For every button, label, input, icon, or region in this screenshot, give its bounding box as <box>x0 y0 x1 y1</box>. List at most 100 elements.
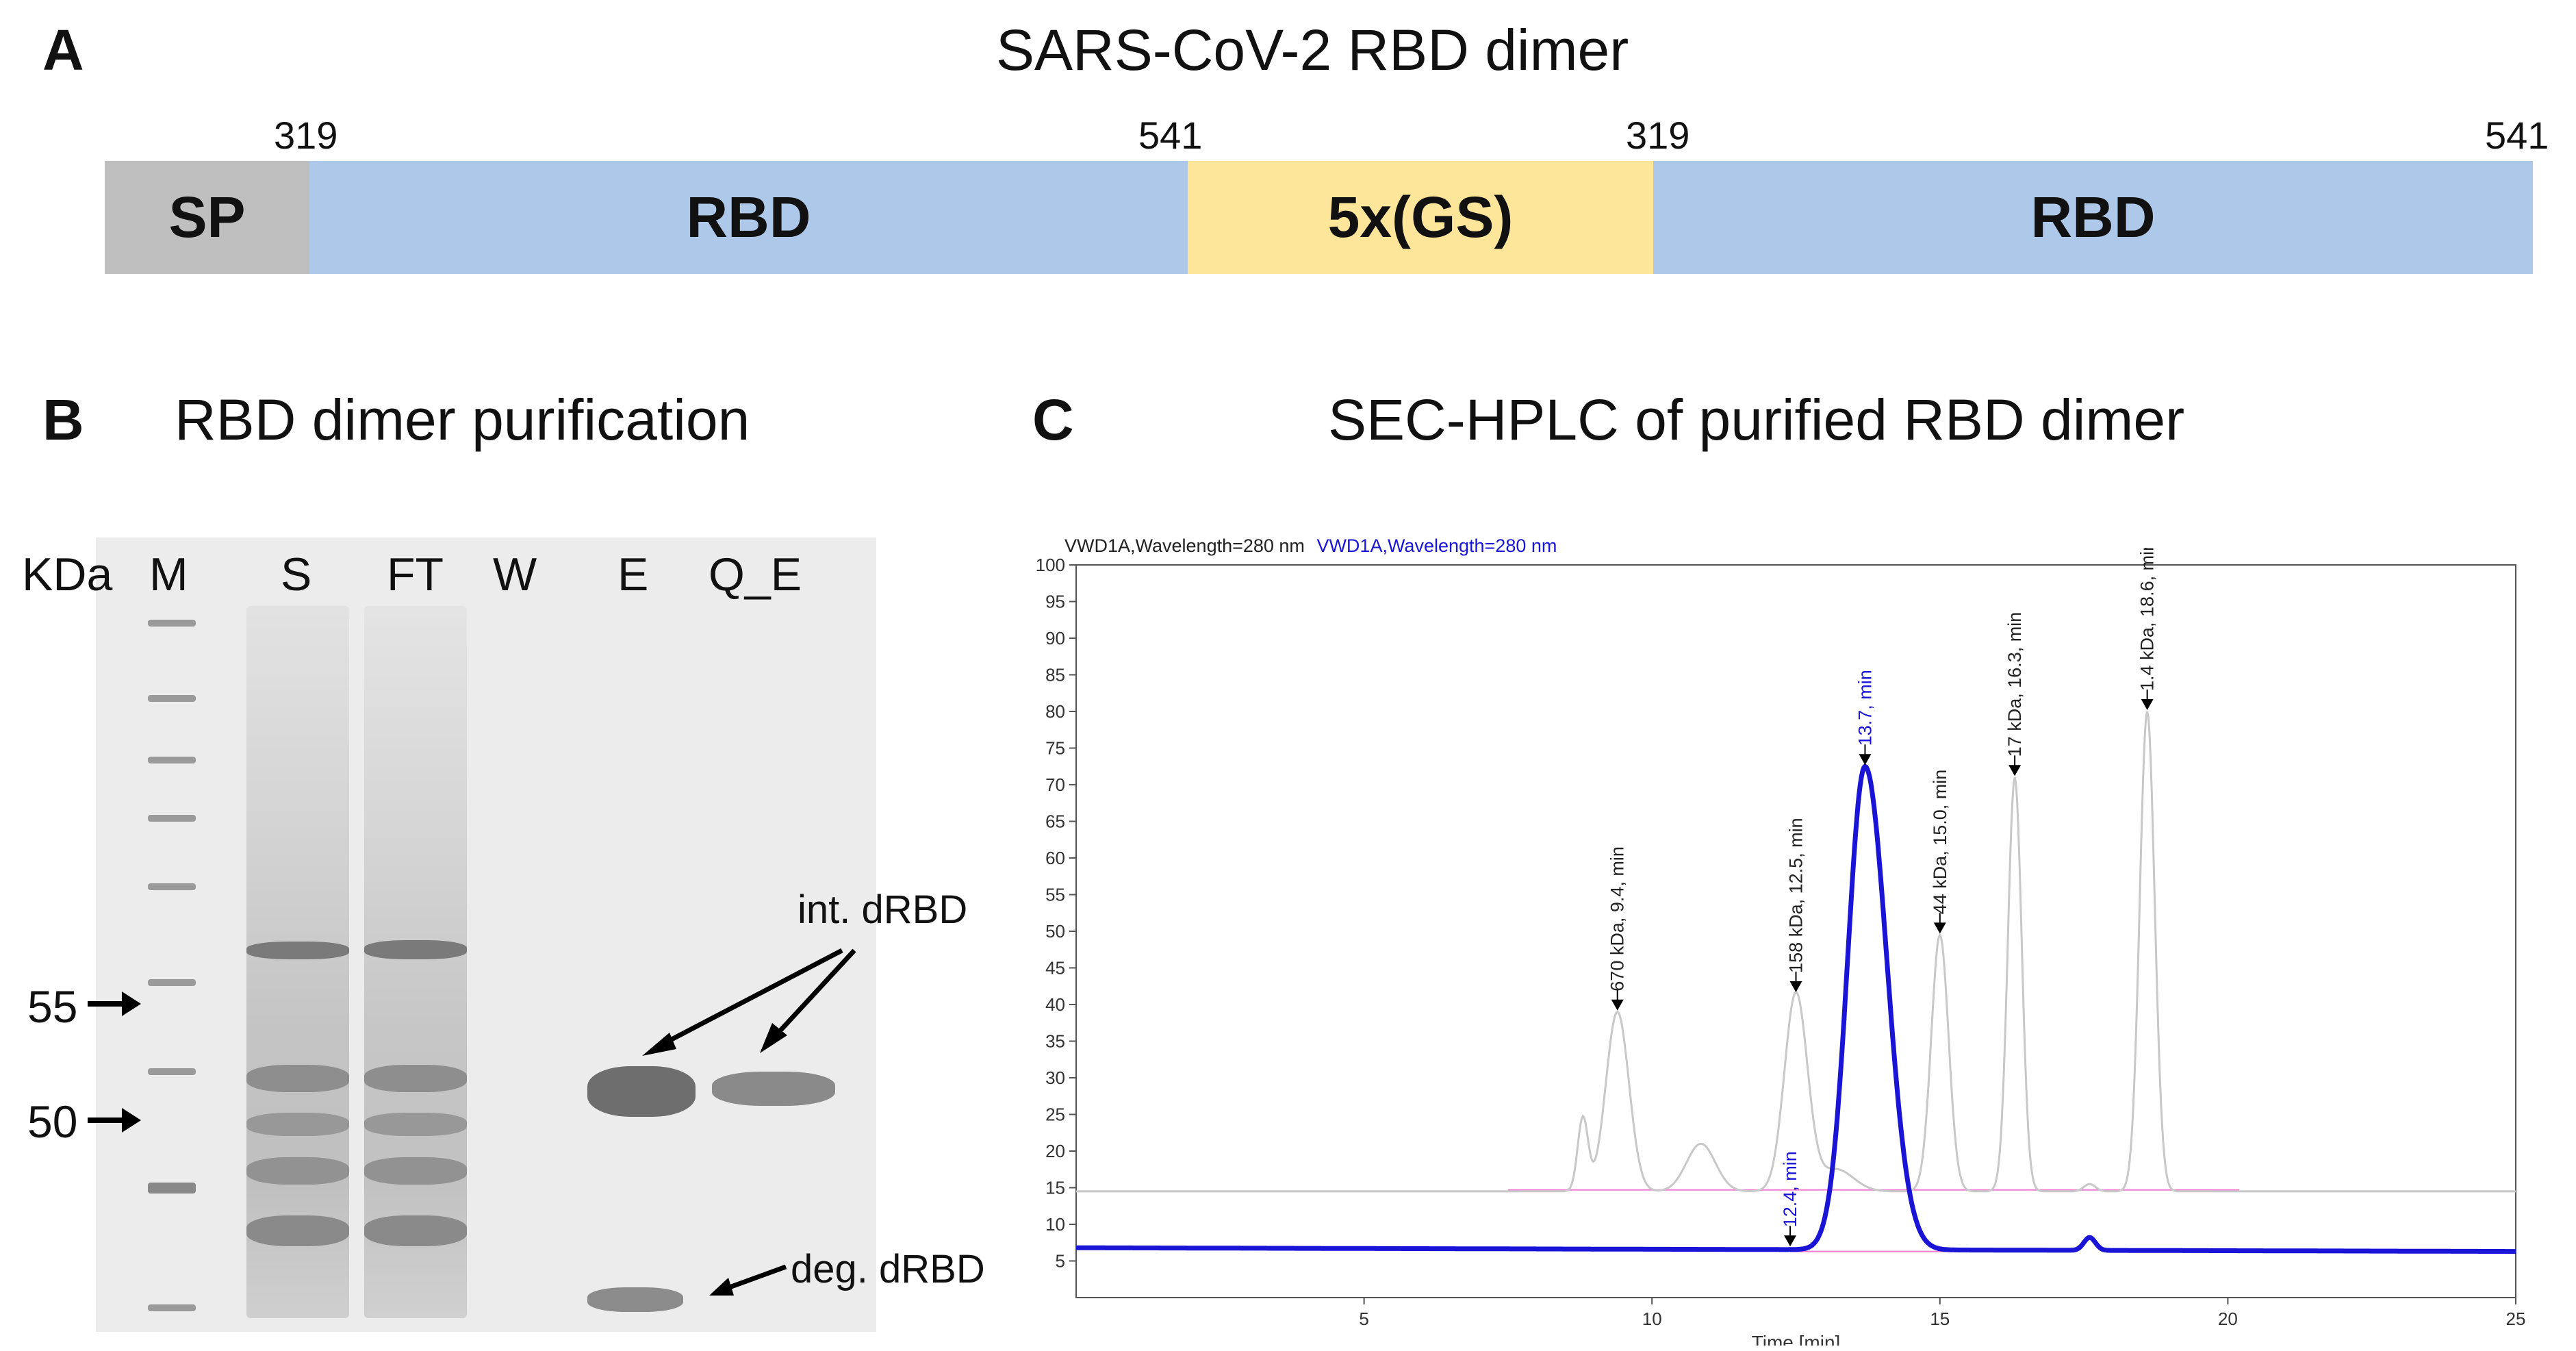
x-tick-label: 15 <box>1930 1309 1950 1329</box>
peak-label: 12.4, min <box>1780 1151 1800 1227</box>
y-tick-label: 85 <box>1045 665 1065 685</box>
arrow-head-icon <box>122 1108 141 1133</box>
peak-label: 1.4 kDa, 18.6, min <box>2137 548 2158 691</box>
y-tick-label: 60 <box>1045 848 1065 868</box>
marker-arrow-50 <box>88 1118 123 1123</box>
gel-band-int-drbd <box>587 1066 696 1117</box>
segment-label: RBD <box>686 185 811 249</box>
gel-band-deg-drbd <box>587 1287 683 1312</box>
position-label: 319 <box>274 114 338 157</box>
arrow-head-icon <box>709 1278 734 1296</box>
ladder-band <box>148 757 196 763</box>
y-tick-label: 30 <box>1045 1068 1065 1088</box>
gel-band <box>246 1113 349 1136</box>
gel-lane-ft-smear <box>364 606 467 1318</box>
lane-label: FT <box>387 548 444 601</box>
peak-label: 44 kDa, 15.0, min <box>1930 770 1950 915</box>
legend-entry-standards: VWD1A,Wavelength=280 nm <box>1064 535 1305 556</box>
ladder-band <box>148 695 196 702</box>
y-tick-label: 35 <box>1045 1031 1065 1052</box>
peak-arrow-icon <box>2141 699 2154 710</box>
y-tick-label: 80 <box>1045 701 1065 722</box>
peak-arrow-icon <box>1859 754 1872 766</box>
gel-band <box>246 942 349 959</box>
peak-arrow-icon <box>2008 765 2022 776</box>
sds-page-gel <box>96 538 876 1332</box>
y-tick-label: 75 <box>1045 738 1065 759</box>
y-tick-label: 5 <box>1056 1251 1065 1272</box>
arrow-head-icon <box>122 992 141 1016</box>
x-tick-label: 25 <box>2506 1309 2526 1329</box>
peak-label: 17 kDa, 16.3, min <box>2004 612 2025 757</box>
panel-b-title: RBD dimer purification <box>175 388 750 452</box>
marker-arrow-55 <box>88 1001 123 1007</box>
ladder-band <box>148 883 196 890</box>
lane-label: S <box>281 548 312 601</box>
y-tick-label: 40 <box>1045 994 1065 1015</box>
position-label: 541 <box>2485 114 2549 157</box>
construct-segment-linker: 5x(GS) <box>1188 161 1653 274</box>
x-tick-label: 10 <box>1642 1309 1662 1329</box>
arrow-head-icon <box>760 1023 787 1053</box>
lane-label: E <box>617 548 649 601</box>
chart-legend: VWD1A,Wavelength=280 nm VWD1A,Wavelength… <box>1064 535 1557 557</box>
gel-band-int-drbd <box>712 1072 835 1106</box>
y-tick-label: 20 <box>1045 1141 1065 1161</box>
segment-label: RBD <box>2030 185 2156 249</box>
gel-band <box>364 1157 467 1185</box>
peak-arrow-icon <box>1611 999 1624 1011</box>
y-tick-label: 45 <box>1045 958 1065 978</box>
gel-band <box>364 940 467 959</box>
gel-band <box>246 1215 349 1246</box>
segment-label: SP <box>168 185 246 249</box>
peak-arrow-icon <box>1789 981 1802 992</box>
position-label: 541 <box>1138 114 1203 157</box>
gel-band <box>246 1157 349 1185</box>
panel-a-label: A <box>42 18 84 82</box>
series-line-sample <box>1076 763 2516 1254</box>
annotation-deg-drbd: deg. dRBD <box>791 1247 985 1291</box>
peak-label: 670 kDa, 9.4, min <box>1607 846 1628 992</box>
ladder-band <box>148 815 196 822</box>
y-tick-label: 95 <box>1045 592 1065 612</box>
segment-label: 5x(GS) <box>1327 185 1514 249</box>
peak-label: 158 kDa, 12.5, min <box>1786 818 1807 973</box>
y-tick-label: 25 <box>1045 1104 1065 1125</box>
int-drbd-arrows <box>642 948 856 1056</box>
y-tick-label: 55 <box>1045 885 1065 905</box>
sec-hplc-chart: 5 10 15 20 25 30 35 40 45 50 55 60 65 70 75 80 85 90 95 100… <box>1036 548 2526 1346</box>
gel-lane-s-smear <box>246 606 349 1318</box>
position-label: 319 <box>1626 114 1690 157</box>
lane-label: M <box>149 548 188 601</box>
x-tick-label: 20 <box>2218 1309 2238 1329</box>
panel-c-label: C <box>1032 388 1074 452</box>
peak-label: 13.7, min <box>1854 670 1875 746</box>
unit-label: KDa <box>22 548 113 601</box>
gel-band <box>364 1113 467 1136</box>
peak-arrow-icon <box>1784 1235 1797 1247</box>
ladder-band <box>148 1068 196 1075</box>
construct-segment-rbd-2: RBD <box>1653 161 2533 274</box>
gel-band <box>246 1065 349 1092</box>
panel-c-title: SEC-HPLC of purified RBD dimer <box>1328 388 2185 452</box>
deg-drbd-arrow <box>709 1264 787 1296</box>
x-tick-label: 5 <box>1359 1309 1368 1329</box>
lane-label: Q_E <box>709 548 802 601</box>
y-tick-label: 15 <box>1045 1178 1065 1198</box>
panel-a-title: SARS-CoV-2 RBD dimer <box>996 18 1629 82</box>
y-tick-label: 65 <box>1045 811 1065 832</box>
y-tick-label: 70 <box>1045 774 1065 795</box>
y-tick-label: 10 <box>1045 1214 1065 1235</box>
annotation-int-drbd: int. dRBD <box>798 887 968 932</box>
legend-entry-sample: VWD1A,Wavelength=280 nm <box>1316 535 1557 556</box>
lane-label: W <box>493 548 537 601</box>
ladder-band <box>148 620 196 627</box>
marker-label-50: 50 <box>27 1096 78 1147</box>
x-axis-label: Time [min] <box>1752 1332 1841 1346</box>
ladder-band <box>148 979 196 986</box>
y-tick-label: 90 <box>1045 628 1065 648</box>
peak-arrow-icon <box>1933 922 1946 934</box>
y-tick-label: 50 <box>1045 921 1065 942</box>
y-tick-label: 100 <box>1036 555 1065 575</box>
gel-band <box>364 1215 467 1246</box>
